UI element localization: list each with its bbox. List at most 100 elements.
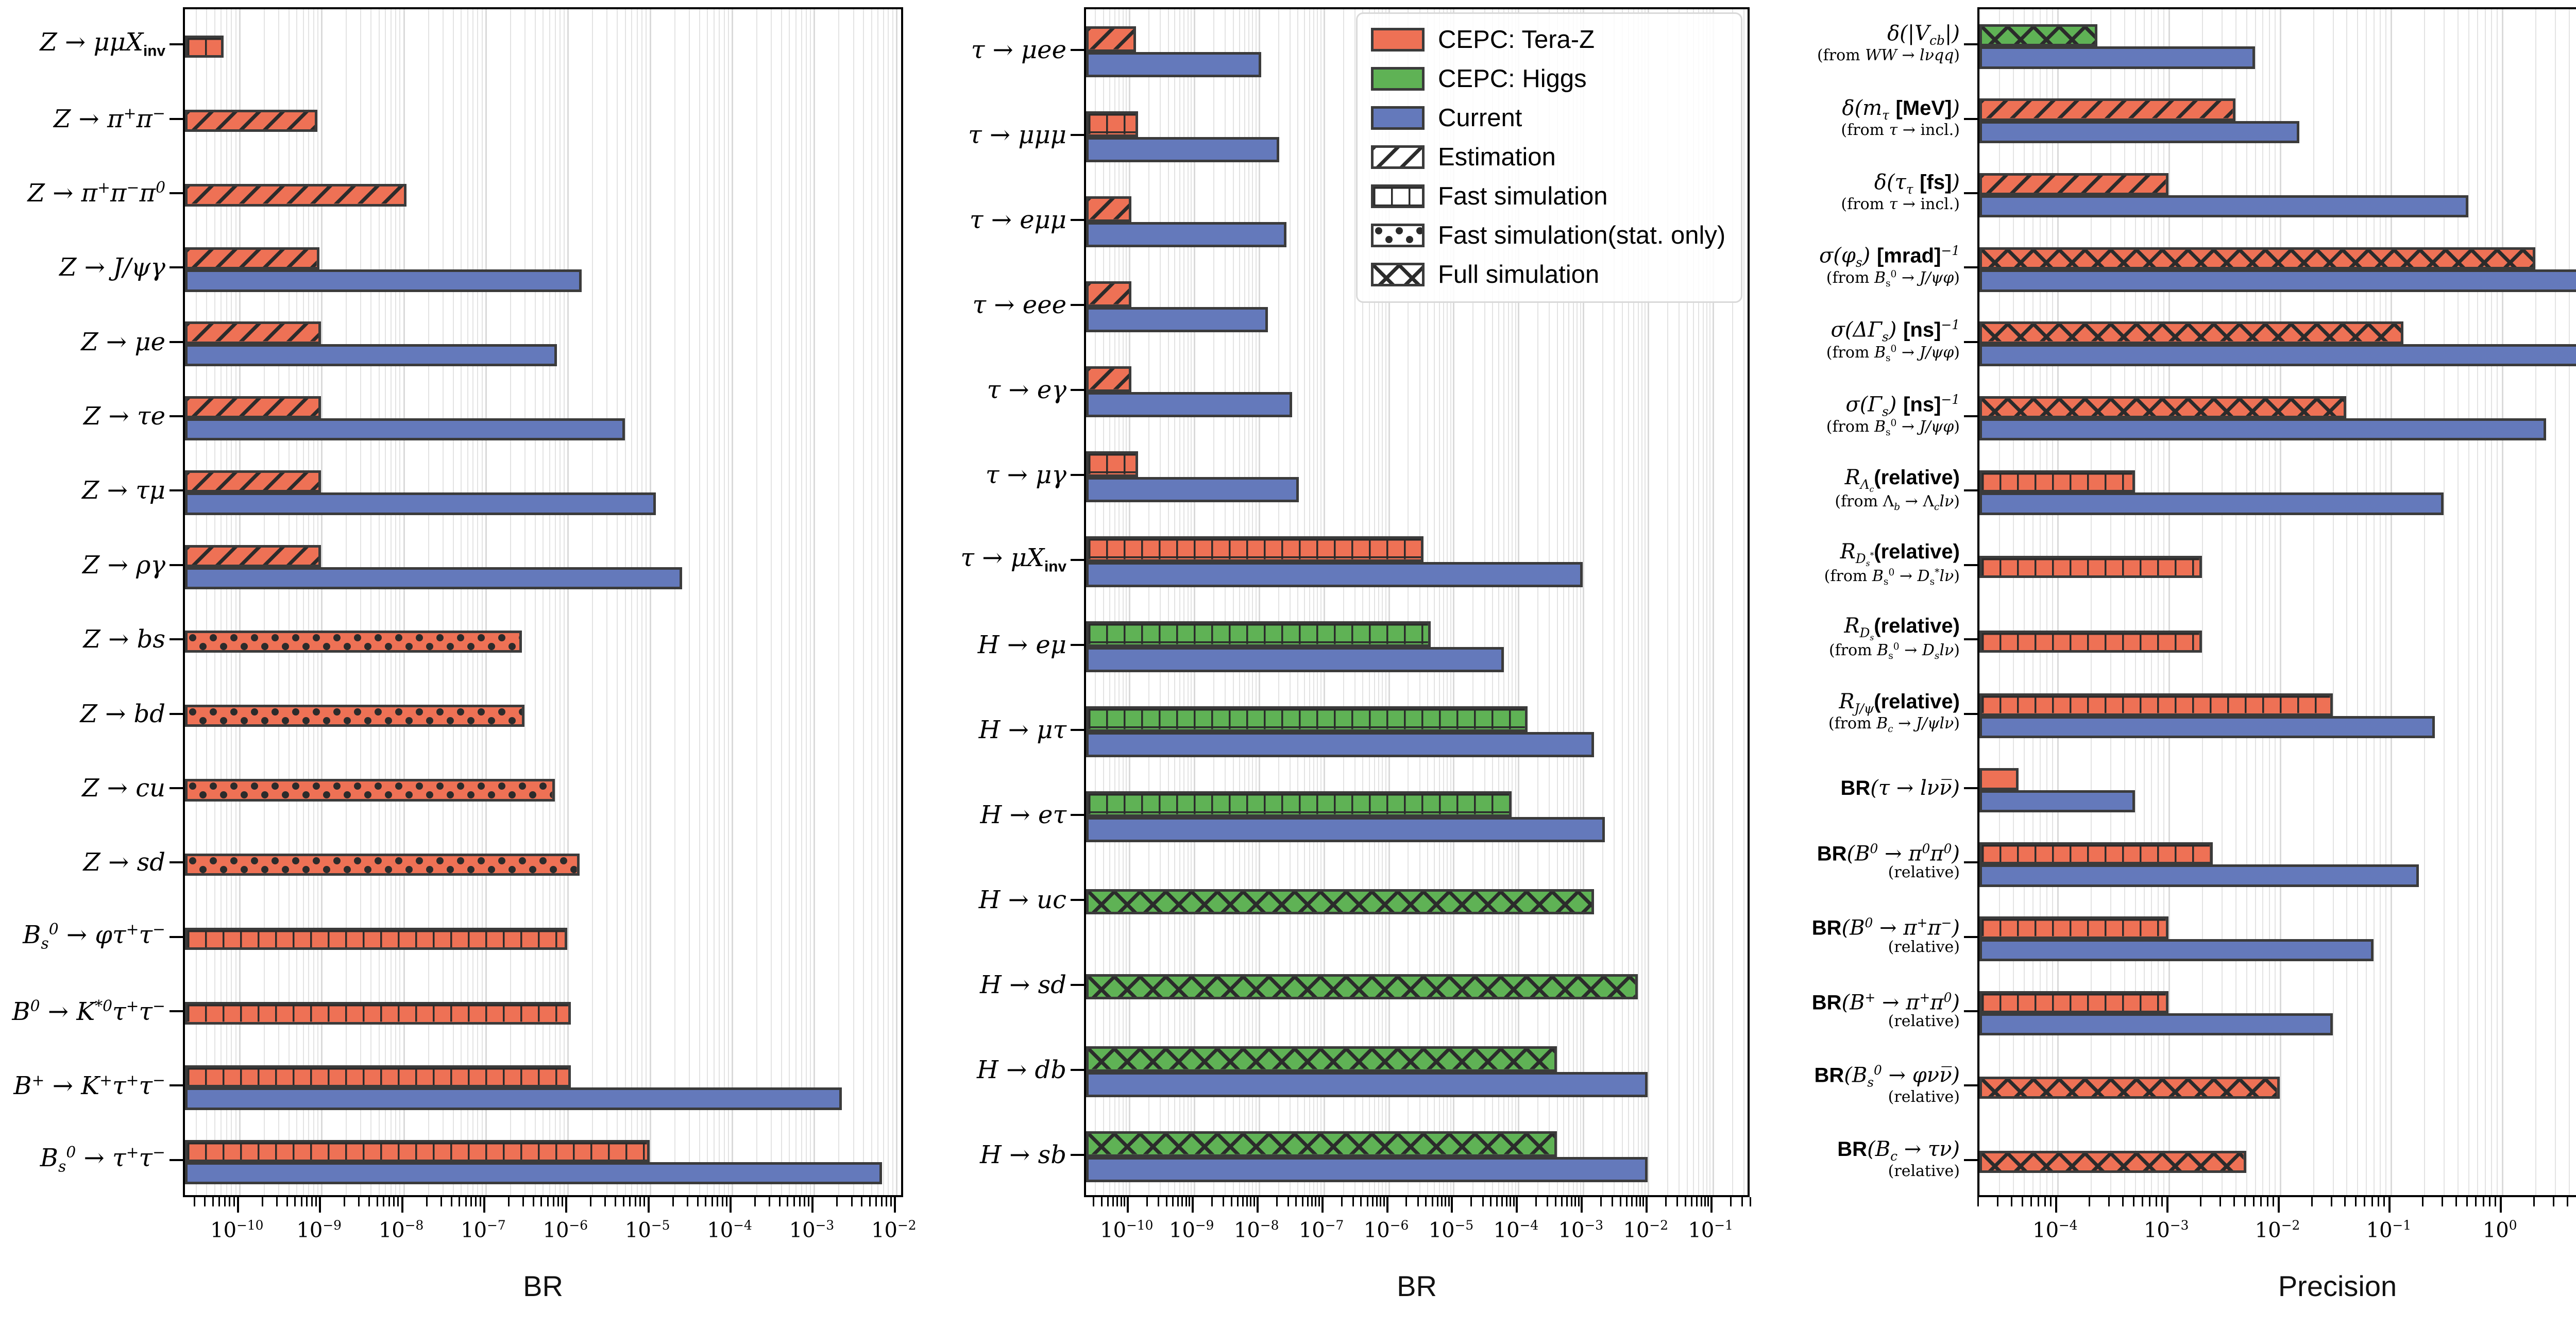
bar-fill <box>188 495 654 513</box>
y-axis-tick <box>1964 861 1977 864</box>
y-label-main: Bs0 → φτ+τ− <box>23 921 165 953</box>
x-axis-tick <box>604 1197 606 1206</box>
gridline <box>2012 9 2014 1195</box>
y-axis-label-left-15: Bs0 → τ+τ− <box>0 1145 165 1175</box>
x-axis-tick <box>2378 1197 2380 1206</box>
bar-fill <box>188 272 580 290</box>
x-axis-tick <box>1691 1197 1693 1206</box>
x-axis-tick <box>2199 1197 2201 1206</box>
gridline <box>1628 9 1630 1195</box>
bar-hatch-diagonal <box>188 250 317 267</box>
y-label-subtitle: (from τ → incl.) <box>1841 195 1960 213</box>
bar-hatch-grid <box>188 1142 647 1160</box>
x-axis-title-right: Precision <box>2278 1270 2397 1302</box>
x-axis-tick <box>1561 1197 1563 1206</box>
y-label-main: Z → cu <box>82 773 165 803</box>
bar-hatch-grid <box>1982 558 2199 576</box>
bar-right-row13-cepcteraz <box>1979 991 2168 1014</box>
x-axis-tick <box>1620 1197 1622 1206</box>
bar-right-row4-cepcteraz <box>1979 321 2403 344</box>
x-tick-label: 10−2 <box>2255 1218 2300 1242</box>
bar-fill <box>1982 495 2442 513</box>
bar-hatch-diagonal <box>188 324 319 342</box>
gridline <box>510 9 511 1195</box>
gridline <box>2143 9 2145 1195</box>
bar-hatch-grid <box>188 930 565 948</box>
bar-middle-row11-cepchiggs <box>1086 974 1638 1000</box>
x-axis-tick <box>2155 1197 2157 1206</box>
x-tick-label: 10−9 <box>296 1218 342 1242</box>
y-axis-label-left-3: Z → J/ψγ <box>0 254 165 281</box>
x-tick-label: 10−3 <box>2143 1218 2189 1242</box>
x-axis-tick <box>1253 1197 1255 1206</box>
y-label-main: Bs0 → τ+τ− <box>40 1144 165 1176</box>
y-label-main: Z → τe <box>83 402 165 431</box>
bar-hatch-grid <box>1982 993 2166 1011</box>
y-label-main: Z → ργ <box>82 550 165 580</box>
gridline <box>472 9 474 1195</box>
gridline <box>1183 9 1185 1195</box>
x-axis-tick <box>787 1197 789 1206</box>
x-axis-tick <box>470 1197 472 1206</box>
x-axis-tick <box>557 1197 559 1206</box>
x-axis-tick <box>1570 1197 1572 1206</box>
bar-fill <box>1089 734 1592 755</box>
legend-item[interactable]: Current <box>1371 104 1725 132</box>
legend-item[interactable]: Fast simulation(stat. only) <box>1371 221 1725 250</box>
x-tick-label: 10−6 <box>543 1218 588 1242</box>
x-axis-tick <box>1211 1197 1213 1206</box>
x-axis-tick <box>799 1197 801 1206</box>
x-axis-tick <box>2311 1197 2313 1206</box>
bar-middle-row4-cepcteraz <box>1086 366 1132 392</box>
x-axis-tick <box>1665 1197 1667 1206</box>
y-label-main: δ(mτ [MeV]) <box>1842 96 1960 123</box>
gridline <box>1702 9 1704 1195</box>
x-axis-tick <box>1431 1197 1433 1206</box>
y-axis-tick <box>1964 340 1977 343</box>
bar-hatch-cross <box>1089 976 1635 997</box>
x-axis-tick <box>1707 1197 1709 1206</box>
legend-item[interactable]: Full simulation <box>1371 260 1725 289</box>
y-label-main: τ → μXinv <box>960 543 1066 575</box>
bar-hatch-grid <box>1982 473 2132 490</box>
x-axis-tick <box>836 1197 838 1206</box>
x-axis-tick <box>2330 1197 2332 1206</box>
x-axis-tick <box>311 1197 313 1206</box>
legend-item[interactable]: CEPC: Tera-Z <box>1371 25 1725 54</box>
gridline <box>543 9 544 1195</box>
y-axis-tick <box>1964 935 1977 938</box>
y-axis-label-middle-7: H → eμ <box>886 632 1066 658</box>
gridline <box>239 9 241 1195</box>
legend-item[interactable]: Estimation <box>1371 143 1725 172</box>
y-axis-tick <box>1964 638 1977 641</box>
gridline <box>838 9 840 1195</box>
legend-swatch-icon <box>1371 224 1425 247</box>
bar-hatch-cross <box>1982 26 2095 44</box>
gridline <box>1239 9 1240 1195</box>
x-axis-tick <box>2495 1197 2497 1206</box>
x-axis-tick <box>1496 1197 1498 1206</box>
legend-item[interactable]: CEPC: Higgs <box>1371 64 1725 93</box>
y-axis-tick <box>170 43 183 46</box>
bar-hatch-diagonal <box>1374 148 1422 166</box>
gridline <box>214 9 215 1195</box>
gridline <box>1713 9 1715 1195</box>
gridline <box>617 9 618 1195</box>
x-axis-tick <box>639 1197 641 1206</box>
bar-middle-row7-cepchiggs <box>1086 621 1431 647</box>
gridline <box>2235 9 2236 1195</box>
x-axis-title-middle: BR <box>1397 1270 1437 1302</box>
gridline <box>2502 9 2504 1195</box>
bar-middle-row8-current <box>1086 731 1595 757</box>
x-axis-tick <box>1535 1197 1537 1206</box>
x-axis-tick <box>450 1197 452 1206</box>
y-axis-tick <box>1964 1159 1977 1161</box>
y-axis-label-right-8: RDs(relative) (from Bs0 → Dslν) <box>1743 615 1960 661</box>
x-axis-tick <box>236 1197 239 1213</box>
gridline <box>771 9 772 1195</box>
x-axis-tick <box>2355 1197 2357 1206</box>
bar-fill <box>1982 346 2576 364</box>
legend-item[interactable]: Fast simulation <box>1371 182 1725 211</box>
gridline <box>727 9 729 1195</box>
bar-middle-row6-cepcteraz <box>1086 536 1424 562</box>
